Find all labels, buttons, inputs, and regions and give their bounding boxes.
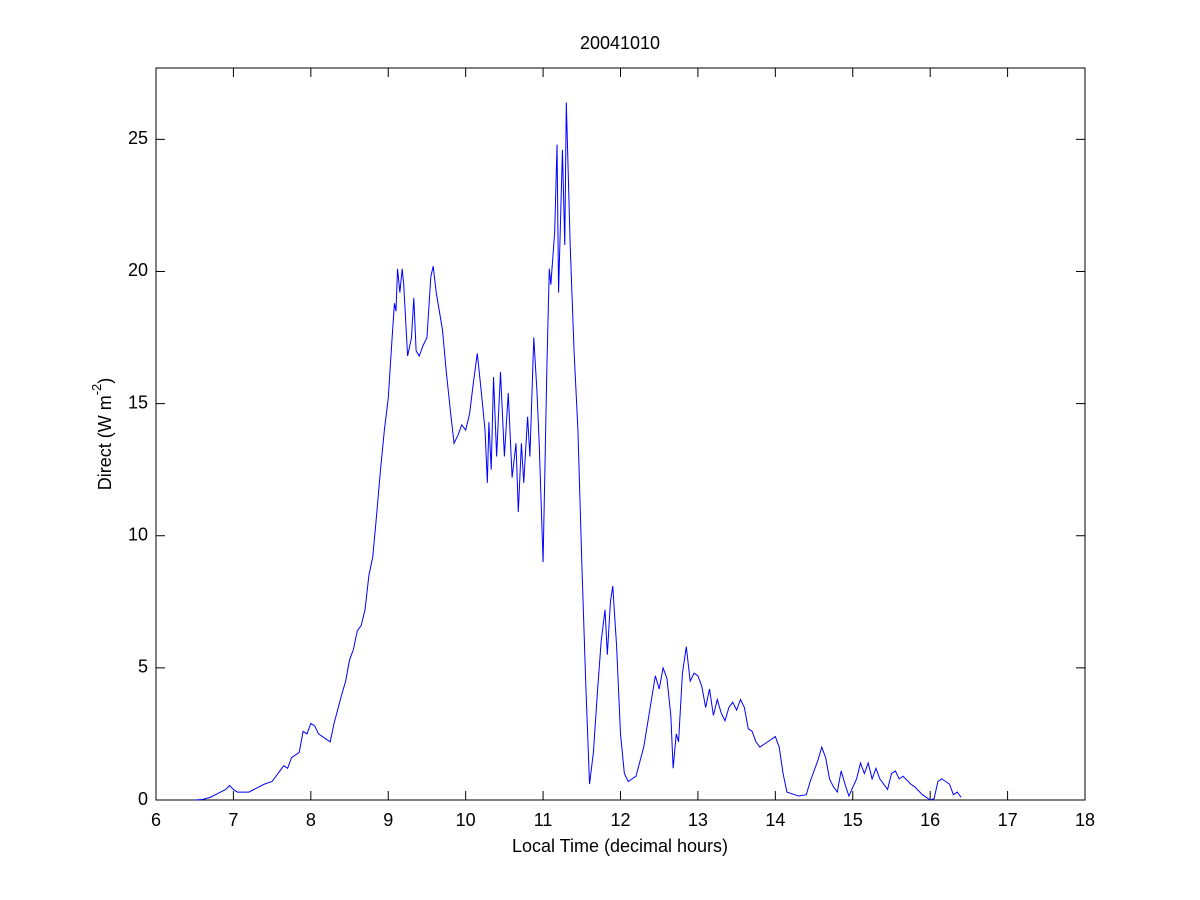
y-tick-label: 25 bbox=[128, 128, 148, 148]
x-tick-label: 6 bbox=[151, 810, 161, 830]
chart-title: 20041010 bbox=[580, 33, 660, 53]
data-line bbox=[194, 102, 962, 801]
y-axis-label: Direct (W m-2) bbox=[89, 378, 114, 491]
x-tick-label: 14 bbox=[765, 810, 785, 830]
x-tick-label: 13 bbox=[688, 810, 708, 830]
x-tick-label: 8 bbox=[306, 810, 316, 830]
y-axis-label-text: Direct (W m bbox=[95, 395, 115, 490]
y-tick-label: 0 bbox=[138, 789, 148, 809]
x-tick-label: 12 bbox=[610, 810, 630, 830]
y-tick-label: 10 bbox=[128, 524, 148, 544]
y-tick-label: 20 bbox=[128, 260, 148, 280]
x-tick-label: 11 bbox=[534, 810, 553, 830]
x-axis-label: Local Time (decimal hours) bbox=[512, 836, 728, 856]
y-tick-label: 15 bbox=[128, 392, 148, 412]
x-tick-label: 7 bbox=[228, 810, 238, 830]
x-tick-label: 15 bbox=[843, 810, 863, 830]
x-tick-label: 10 bbox=[456, 810, 476, 830]
x-tick-label: 9 bbox=[383, 810, 393, 830]
x-tick-label: 16 bbox=[920, 810, 940, 830]
x-tick-label: 17 bbox=[998, 810, 1018, 830]
x-tick-label: 18 bbox=[1075, 810, 1095, 830]
y-axis-label-suffix: ) bbox=[95, 378, 115, 384]
y-tick-label: 5 bbox=[138, 657, 148, 677]
y-axis-label-superscript: -2 bbox=[89, 384, 104, 396]
